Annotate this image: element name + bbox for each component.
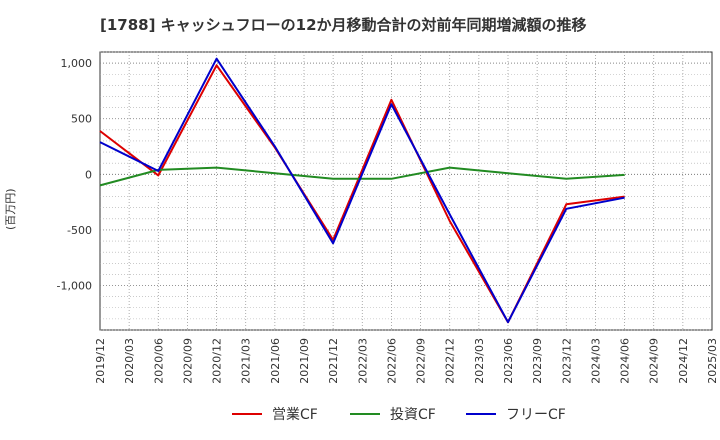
x-tick-label: 2022/06 bbox=[385, 338, 398, 384]
x-tick-label: 2025/03 bbox=[706, 338, 719, 384]
chart-title: [1788] キャッシュフローの12か月移動合計の対前年同期増減額の推移 bbox=[100, 16, 587, 34]
x-tick-label: 2023/03 bbox=[473, 338, 486, 384]
x-tick-label: 2024/03 bbox=[589, 338, 602, 384]
x-tick-label: 2022/12 bbox=[444, 338, 457, 384]
y-tick-label: 1,000 bbox=[61, 57, 93, 70]
x-tick-label: 2021/06 bbox=[269, 338, 282, 384]
x-tick-label: 2024/09 bbox=[648, 338, 661, 384]
y-tick-label: 0 bbox=[85, 168, 92, 181]
x-tick-label: 2022/03 bbox=[356, 338, 369, 384]
y-tick-label: -500 bbox=[67, 224, 92, 237]
series-line-投資CF bbox=[99, 166, 625, 187]
x-tick-label: 2020/12 bbox=[211, 338, 224, 384]
legend-label: 投資CF bbox=[390, 407, 436, 423]
x-tick-label: 2022/09 bbox=[415, 338, 428, 384]
x-tick-label: 2020/06 bbox=[152, 338, 165, 384]
x-tick-label: 2021/03 bbox=[240, 338, 253, 384]
x-tick-label: 2023/06 bbox=[502, 338, 515, 384]
y-tick-label: 500 bbox=[71, 113, 92, 126]
x-tick-label: 2021/09 bbox=[298, 338, 311, 384]
x-tick-label: 2020/03 bbox=[123, 338, 136, 384]
x-tick-label: 2023/09 bbox=[531, 338, 544, 384]
legend-label: フリーCF bbox=[506, 407, 566, 423]
x-tick-label: 2024/12 bbox=[677, 338, 690, 384]
x-tick-label: 2021/12 bbox=[327, 338, 340, 384]
series-line-営業CF bbox=[99, 64, 625, 324]
series-line-フリーCF bbox=[99, 57, 625, 324]
x-tick-label: 2023/12 bbox=[560, 338, 573, 384]
x-tick-label: 2020/09 bbox=[181, 338, 194, 384]
legend-label: 営業CF bbox=[272, 407, 318, 423]
x-tick-label: 2024/06 bbox=[619, 338, 632, 384]
y-tick-label: -1,000 bbox=[57, 280, 92, 293]
x-tick-label: 2019/12 bbox=[94, 338, 107, 384]
plot-area bbox=[99, 51, 713, 331]
